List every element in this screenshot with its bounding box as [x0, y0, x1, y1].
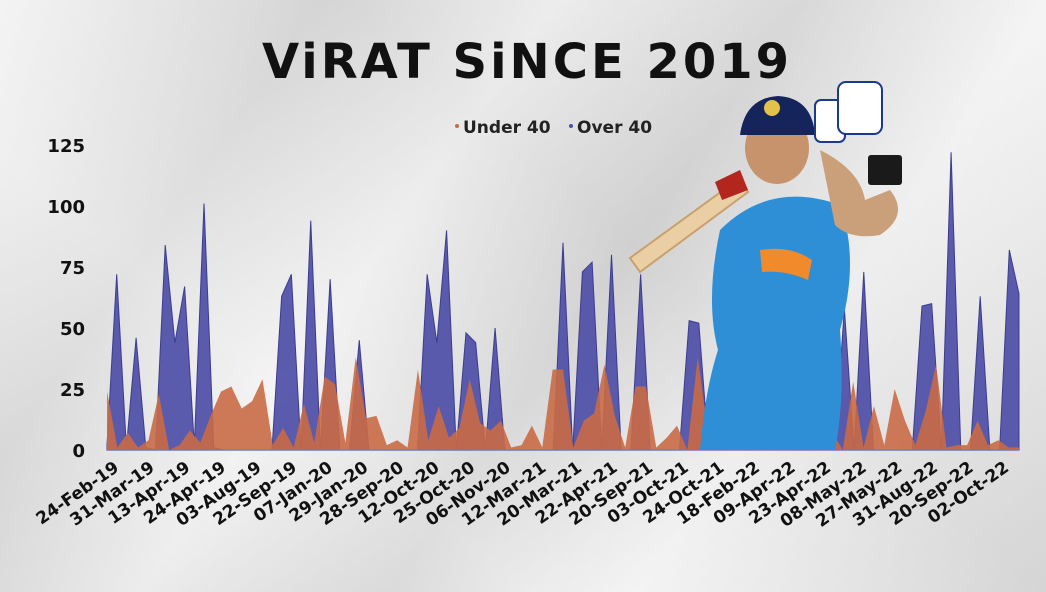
y-tick-label: 125: [47, 136, 85, 157]
y-tick-label: 25: [60, 380, 85, 401]
y-tick-label: 75: [60, 258, 85, 279]
y-tick-label: 100: [47, 197, 85, 218]
y-tick-label: 50: [60, 319, 85, 340]
legend-marker-under-40: [455, 124, 459, 128]
chart-title: ViRAT SiNCE 2019: [262, 34, 792, 90]
y-axis: 0 25 50 75 100 125: [47, 136, 85, 462]
legend-label-over-40: Over 40: [577, 118, 652, 138]
player-photo: [628, 81, 902, 450]
x-axis: 24-Feb-1931-Mar-1913-Apr-1924-Apr-1903-A…: [33, 458, 1013, 532]
legend-marker-over-40: [569, 124, 573, 128]
y-tick-label: 0: [72, 441, 85, 462]
area-under-40: [107, 357, 1019, 450]
legend-label-under-40: Under 40: [463, 118, 551, 138]
legend: Under 40 Over 40: [455, 118, 652, 138]
